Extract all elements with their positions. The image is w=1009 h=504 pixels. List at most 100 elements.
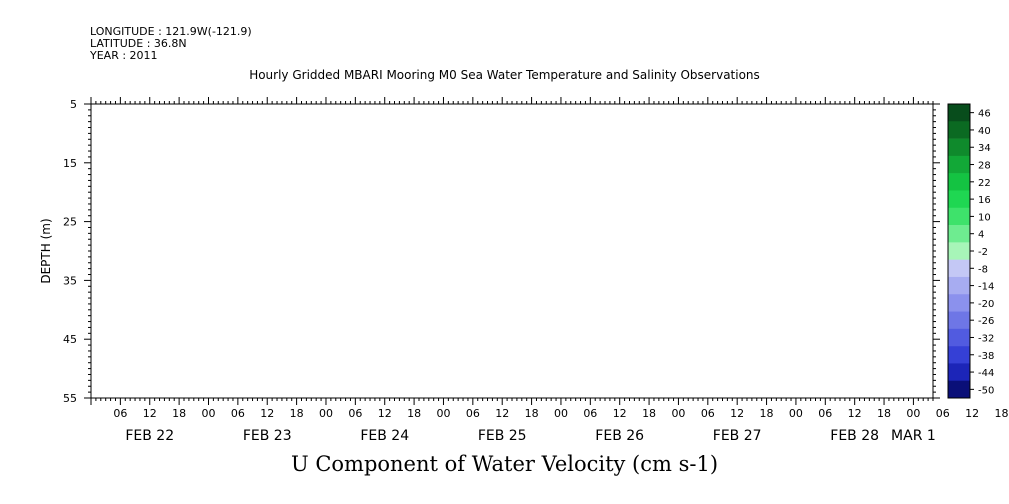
colorbar-swatch xyxy=(948,328,970,347)
x-hour-label: 12 xyxy=(378,407,392,420)
colorbar-swatch xyxy=(948,207,970,226)
colorbar-swatch xyxy=(948,276,970,295)
y-tick-label: 35 xyxy=(63,274,77,287)
heatmap-cell-7 xyxy=(374,133,420,398)
heatmap-cell-3 xyxy=(218,133,263,398)
colorbar-label: -26 xyxy=(978,316,994,327)
x-hour-label: 18 xyxy=(760,407,774,420)
x-hour-label: 18 xyxy=(525,407,539,420)
x-hour-label: 06 xyxy=(231,407,245,420)
heatmap-cell-5 xyxy=(301,133,337,398)
x-date-label: FEB 28 xyxy=(830,428,879,444)
year-label: YEAR : 2011 xyxy=(90,49,158,62)
colorbar-swatch xyxy=(948,121,970,139)
heatmap-cells xyxy=(144,133,924,398)
heatmap-cell-14 xyxy=(658,133,689,398)
x-hour-label: 06 xyxy=(348,407,362,420)
longitude-label: LONGITUDE : 121.9W(-121.9) xyxy=(90,25,252,38)
heatmap-cell-18 xyxy=(815,133,846,398)
colorbar-label: 34 xyxy=(978,143,991,154)
colorbar-label: 40 xyxy=(978,126,991,137)
x-axis-title: U Component of Water Velocity (cm s-1) xyxy=(290,452,719,476)
x-hour-label: 06 xyxy=(936,407,950,420)
x-hour-label: 12 xyxy=(260,407,274,420)
x-date-label: MAR 1 xyxy=(891,428,936,444)
colorbar-label: 22 xyxy=(978,178,991,189)
y-tick-label: 25 xyxy=(63,216,77,229)
x-hour-label: 18 xyxy=(407,407,421,420)
heatmap-cell-8 xyxy=(419,133,474,398)
colorbar-swatch xyxy=(948,311,970,330)
colorbar-label: 28 xyxy=(978,161,991,172)
colorbar-swatch xyxy=(948,190,970,209)
x-hour-label: 18 xyxy=(642,407,656,420)
y-tick-label: 55 xyxy=(63,392,77,405)
heatmap-cell-6 xyxy=(335,133,376,398)
x-hour-label: 00 xyxy=(554,407,568,420)
heatmap-cell-9 xyxy=(472,133,533,398)
y-tick-label: 5 xyxy=(70,98,77,111)
y-axis-title: DEPTH (m) xyxy=(39,218,53,283)
colorbar-label: -38 xyxy=(978,351,994,362)
colorbar-label: 4 xyxy=(978,230,984,241)
colorbar-label: -32 xyxy=(978,333,994,344)
x-hour-label: 00 xyxy=(906,407,920,420)
heatmap-cell-4 xyxy=(262,133,303,398)
x-hour-label: 00 xyxy=(789,407,803,420)
heatmap-cell-13 xyxy=(634,133,660,398)
x-hour-label: 00 xyxy=(201,407,215,420)
heatmap-cell-1 xyxy=(154,133,175,398)
x-hour-label: 18 xyxy=(172,407,186,420)
colorbar-label: 10 xyxy=(978,212,991,223)
x-hour-label: 00 xyxy=(436,407,450,420)
colorbar-label: 46 xyxy=(978,109,991,120)
colorbar-label: -2 xyxy=(978,247,988,258)
x-date-label: FEB 24 xyxy=(360,428,409,444)
chart-title: Hourly Gridded MBARI Mooring M0 Sea Wate… xyxy=(249,68,760,82)
colorbar-label: -20 xyxy=(978,299,994,310)
y-tick-label: 15 xyxy=(63,157,77,170)
heatmap-cell-10 xyxy=(531,133,572,398)
x-hour-label: 00 xyxy=(319,407,333,420)
x-date-label: FEB 26 xyxy=(595,428,644,444)
heatmap-cell-0 xyxy=(144,133,156,398)
x-hour-label: 06 xyxy=(113,407,127,420)
colorbar-label: -50 xyxy=(978,385,994,396)
y-tick-label: 45 xyxy=(63,333,77,346)
x-hour-label: 18 xyxy=(290,407,304,420)
colorbar-label: -14 xyxy=(978,282,994,293)
x-hour-label: 18 xyxy=(877,407,891,420)
colorbar-swatch xyxy=(948,225,970,243)
colorbar-swatch xyxy=(948,363,970,381)
colorbar-swatch xyxy=(948,138,970,157)
heatmap-cell-11 xyxy=(570,133,591,398)
heatmap-cell-2 xyxy=(174,133,219,398)
colorbar-swatch xyxy=(948,294,970,312)
x-date-label: FEB 23 xyxy=(243,428,292,444)
x-hour-label: 12 xyxy=(848,407,862,420)
colorbar-label: -44 xyxy=(978,368,994,379)
colorbar-swatch xyxy=(948,173,970,191)
x-hour-label: 06 xyxy=(583,407,597,420)
heatmap-cell-20 xyxy=(884,133,924,398)
x-hour-label: 12 xyxy=(143,407,157,420)
x-hour-label: 12 xyxy=(613,407,627,420)
x-hour-label: 06 xyxy=(466,407,480,420)
x-date-label: FEB 27 xyxy=(713,428,762,444)
x-date-label: FEB 25 xyxy=(478,428,527,444)
x-hour-label: 06 xyxy=(701,407,715,420)
colorbar-swatch xyxy=(948,259,970,278)
heatmap-cell-12 xyxy=(590,133,635,398)
colorbar-label: -8 xyxy=(978,264,988,275)
x-hour-label: 06 xyxy=(818,407,832,420)
colorbar-swatch xyxy=(948,346,970,364)
x-hour-label: 12 xyxy=(965,407,979,420)
colorbar-label: 16 xyxy=(978,195,991,206)
x-hour-label: 18 xyxy=(995,407,1009,420)
heatmap-cell-17 xyxy=(776,133,817,398)
colorbar-swatch xyxy=(948,380,970,399)
heatmap-cell-19 xyxy=(844,133,885,398)
colorbar-swatch xyxy=(948,155,970,174)
colorbar-swatch xyxy=(948,242,970,260)
